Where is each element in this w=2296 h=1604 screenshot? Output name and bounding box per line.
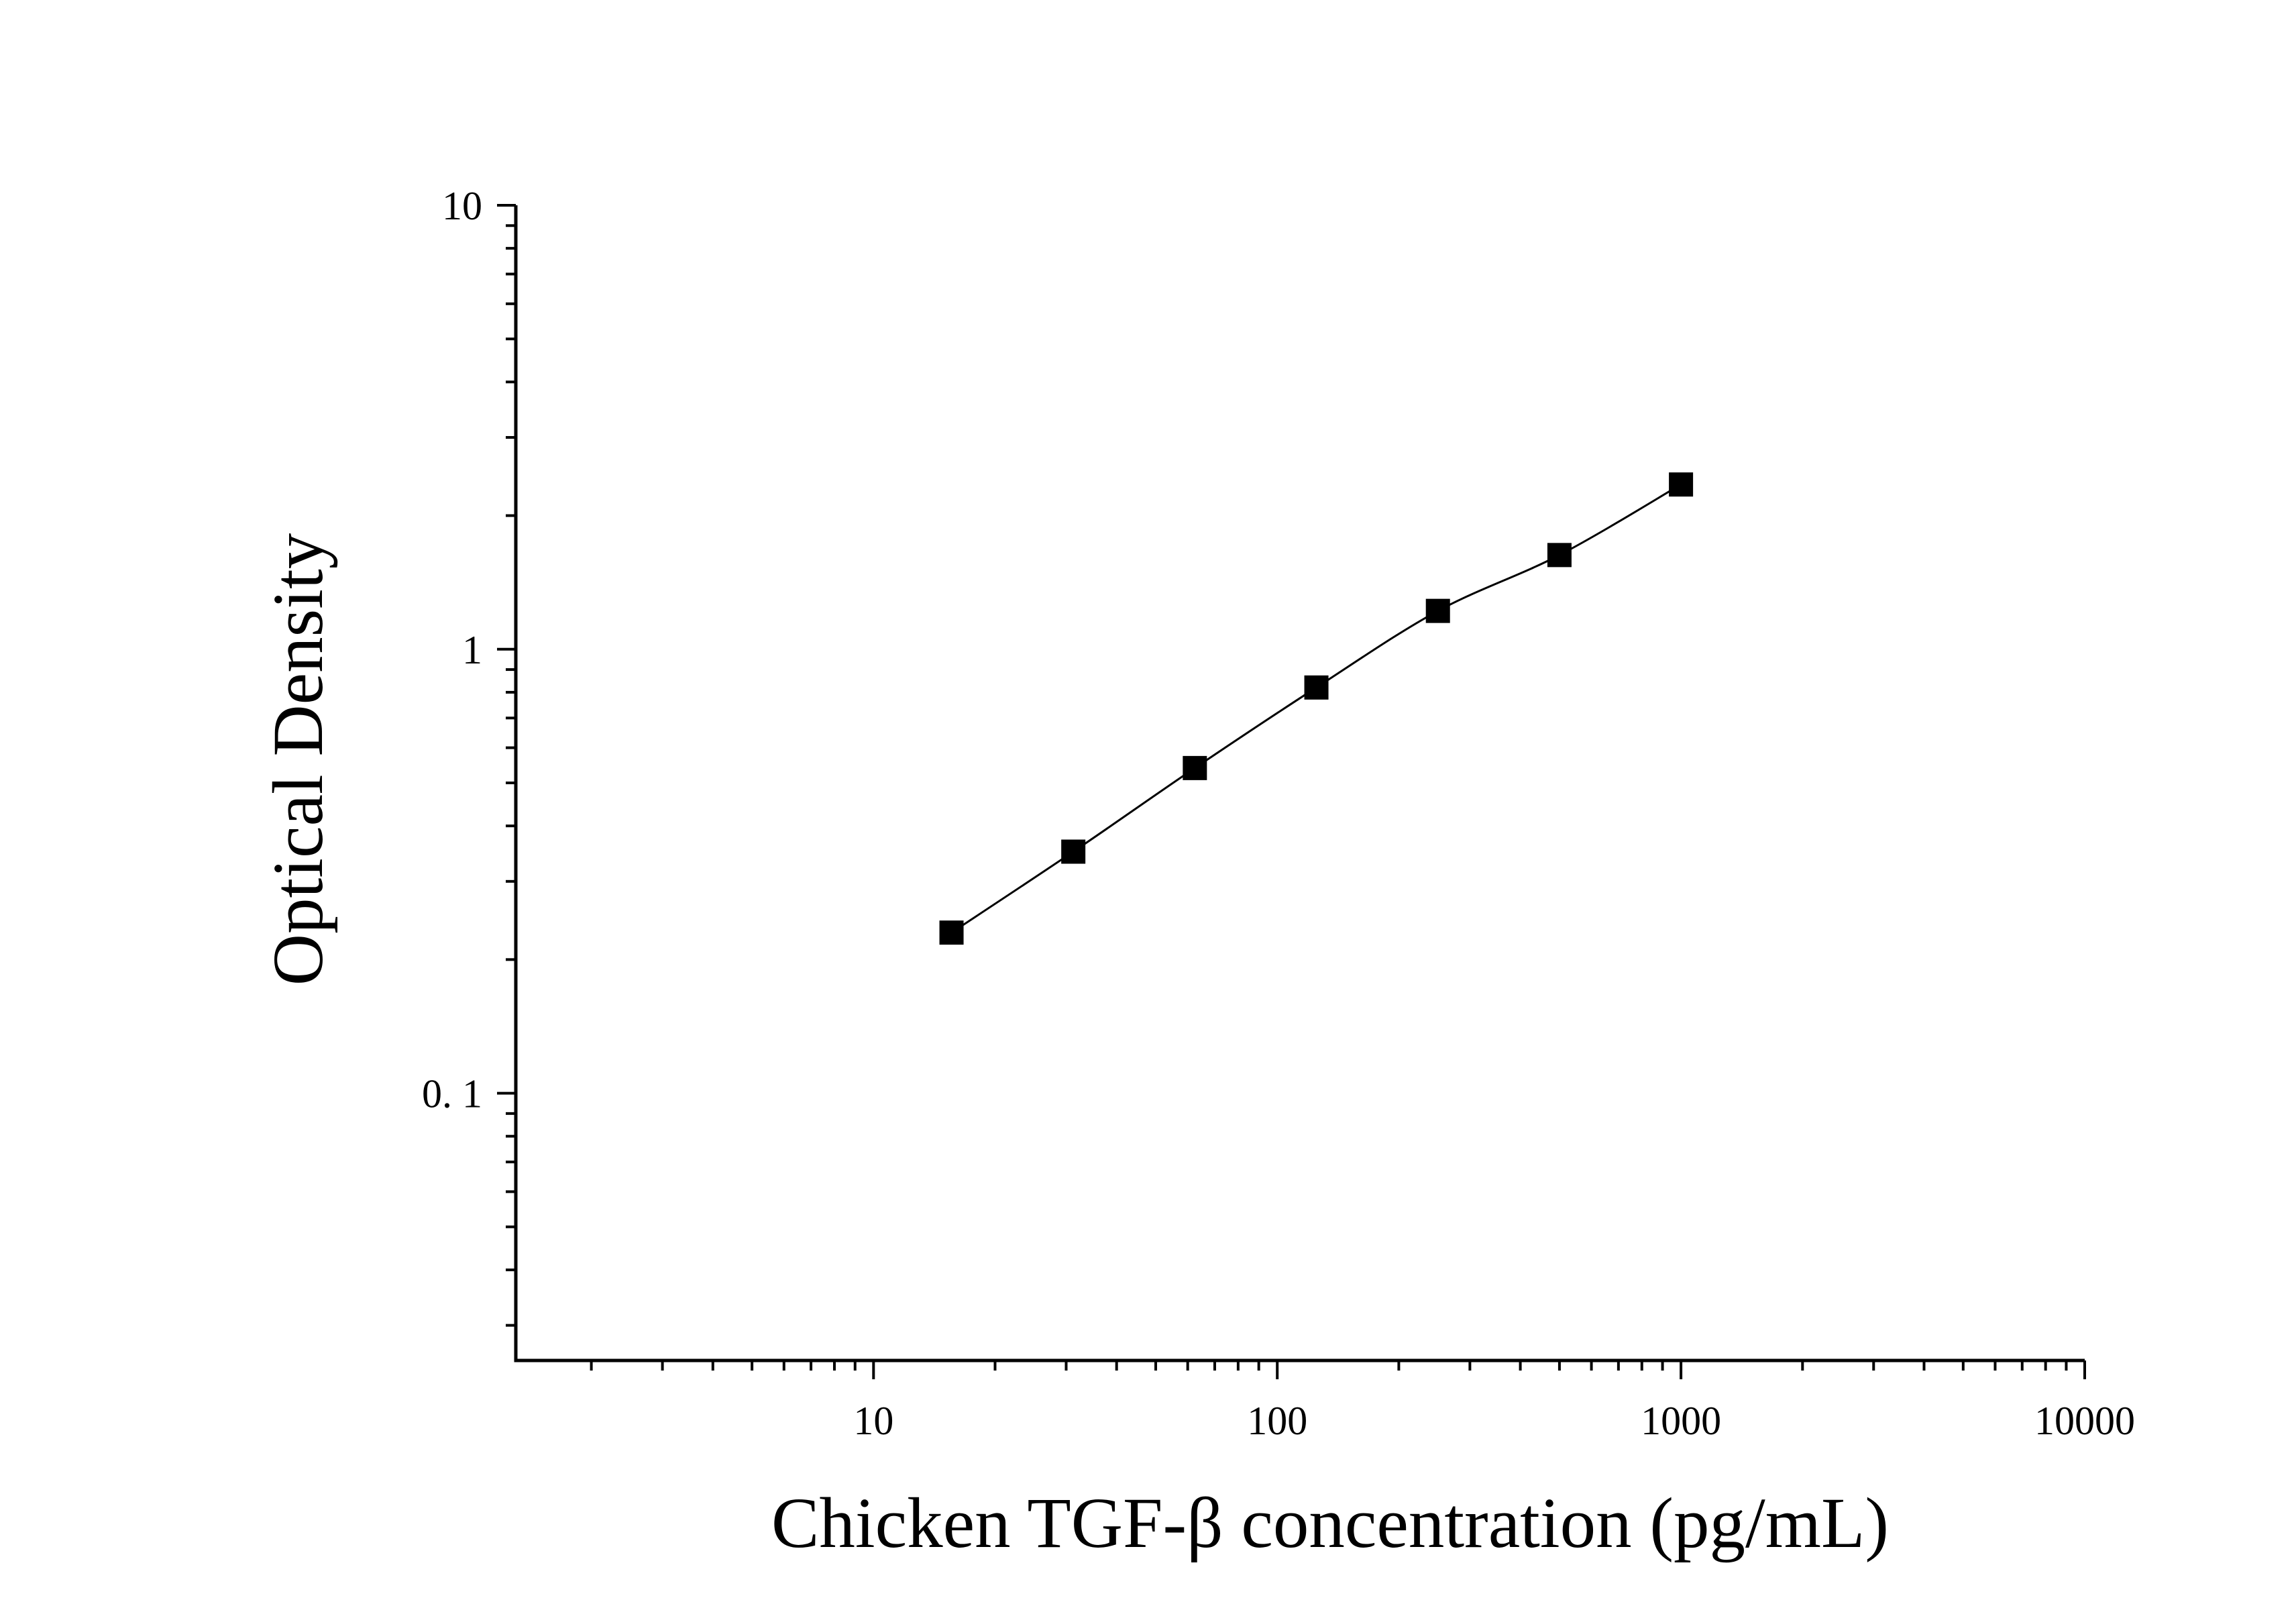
data-point <box>1304 675 1329 700</box>
axes <box>497 204 2086 1379</box>
x-tick-label: 10000 <box>2034 1399 2135 1443</box>
data-point <box>939 920 964 945</box>
y-tick-label: 1 <box>462 628 482 672</box>
y-tick-label: 10 <box>442 184 482 228</box>
data-point <box>1183 755 1207 780</box>
x-tick-label: 1000 <box>1641 1399 1721 1443</box>
data-point <box>1061 839 1086 864</box>
x-tick-label: 10 <box>853 1399 893 1443</box>
fit-curve-layer <box>950 483 1682 934</box>
y-axis-title: Optical Density <box>259 533 338 985</box>
labels: 10 100 1000 10000 0. 1 1 10 <box>422 184 2135 1443</box>
x-tick-label: 100 <box>1247 1399 1307 1443</box>
y-tick-label: 0. 1 <box>422 1072 482 1116</box>
data-point <box>1425 598 1450 623</box>
x-axis-title: Chicken TGF-β concentration (pg/mL) <box>771 1484 1889 1563</box>
data-point <box>1547 543 1572 568</box>
data-point <box>1669 472 1694 497</box>
fit-curve <box>950 483 1682 934</box>
data-points-layer <box>939 472 1694 945</box>
